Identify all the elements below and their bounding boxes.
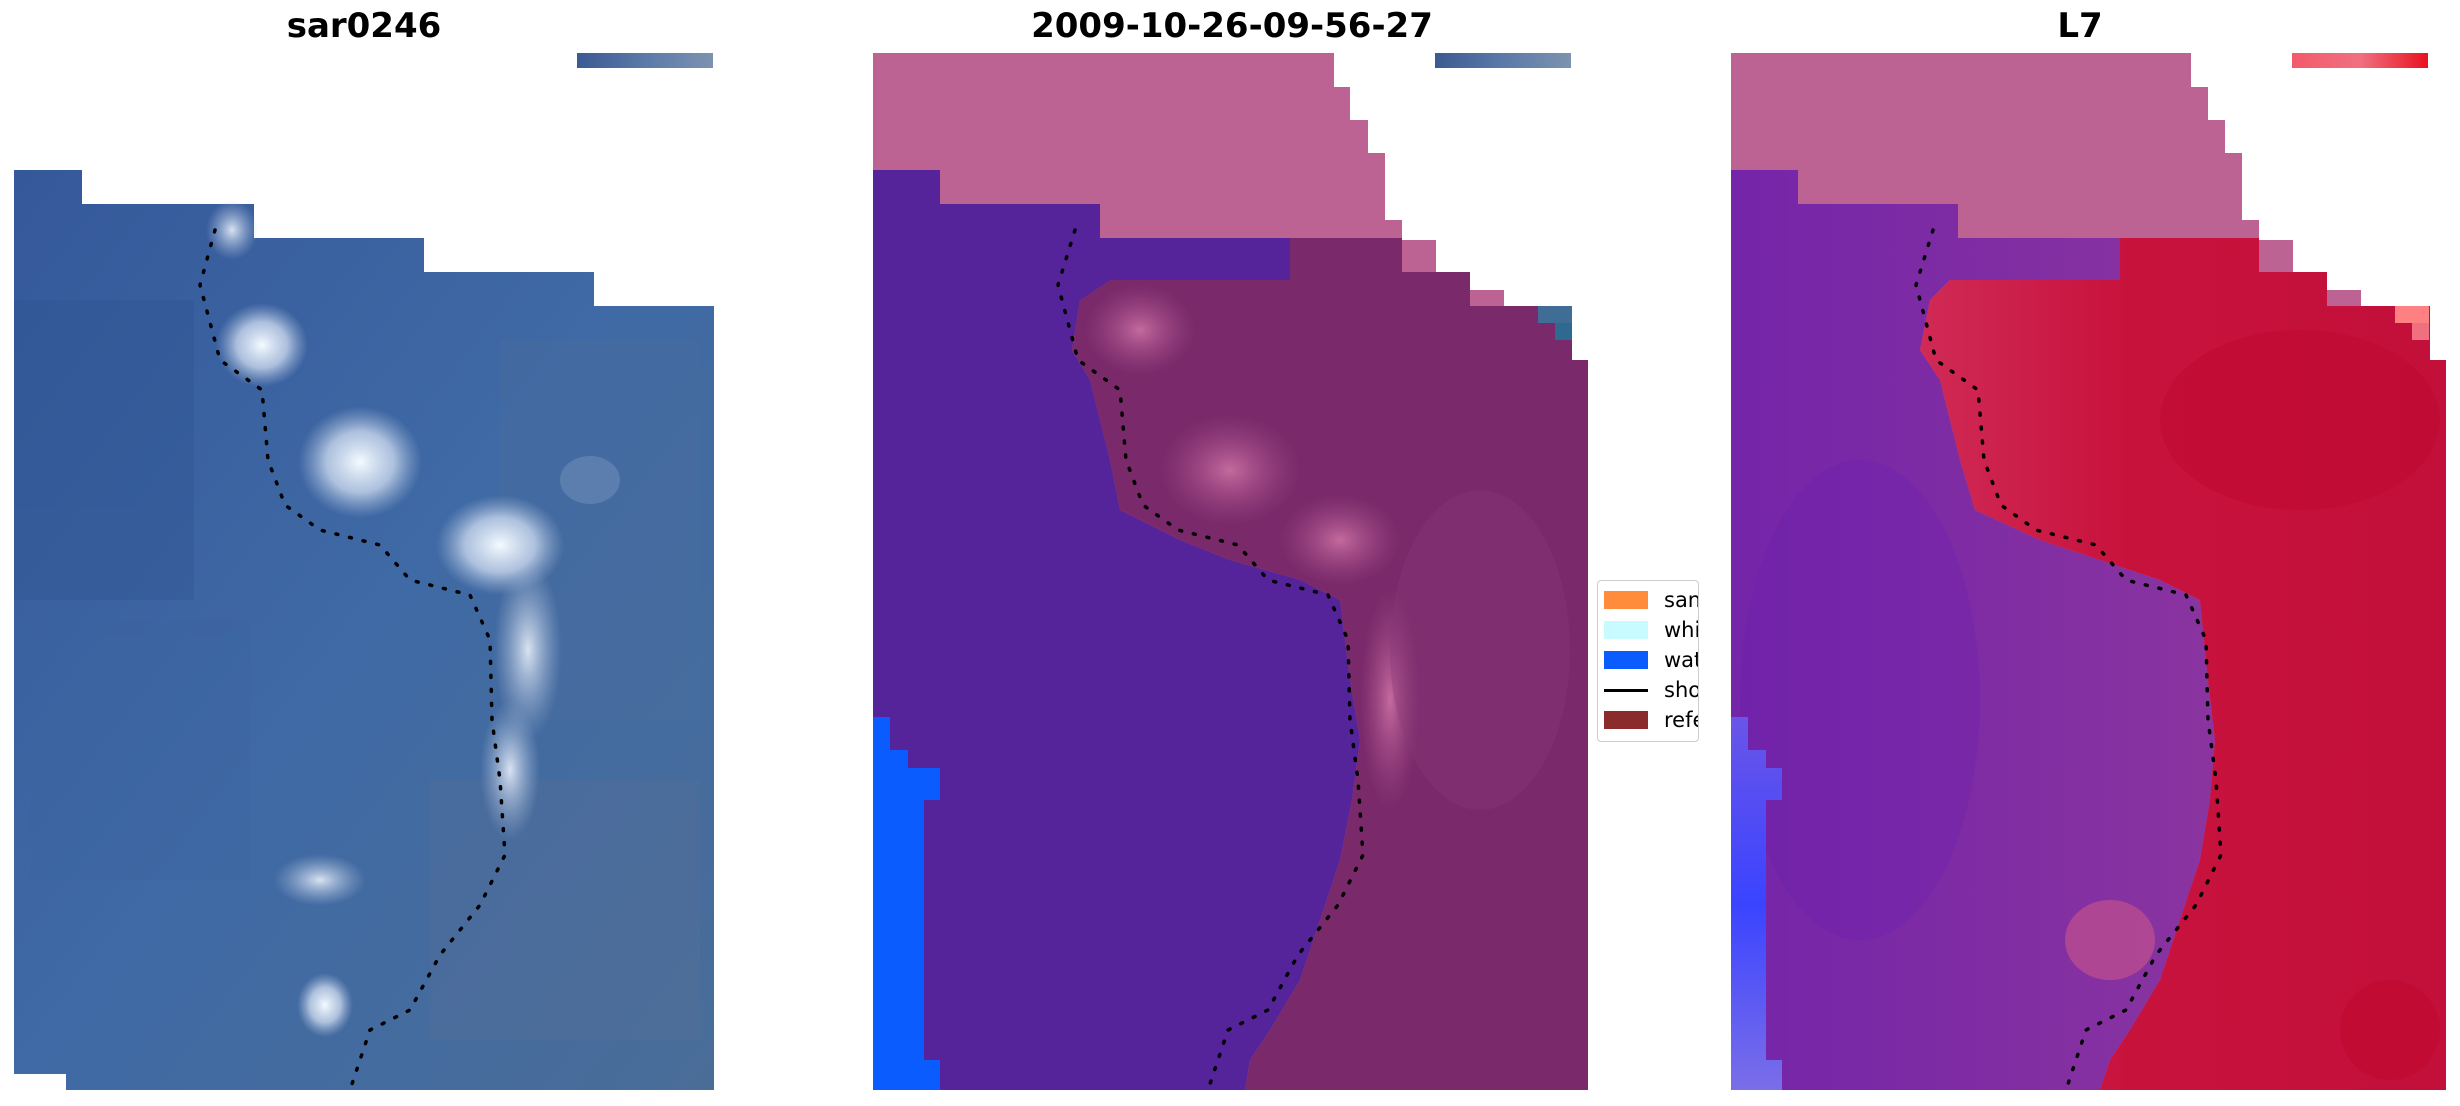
legend-swatch-whitewater xyxy=(1604,621,1648,639)
shoreline-1 xyxy=(198,228,507,1092)
index-panel xyxy=(1731,53,2446,1092)
legend-label: water xyxy=(1664,648,1698,672)
legend-item-reference: reference xyxy=(1604,707,1698,733)
index-water-region xyxy=(1731,170,2215,1090)
classification-colorbar xyxy=(1435,53,1571,68)
legend-label: reference xyxy=(1664,708,1698,732)
satellite-image xyxy=(14,170,714,1090)
satellite-colorbar xyxy=(577,53,713,68)
legend-item-sand: sand xyxy=(1604,587,1698,613)
legend-item-water: water xyxy=(1604,647,1698,673)
legend-swatch-water xyxy=(1604,651,1648,669)
panel-title-satellite: sar0246 xyxy=(286,6,442,46)
panel-title-classification: 2009-10-26-09-56-27 xyxy=(1031,6,1433,46)
legend-item-shoreline: shoreline xyxy=(1604,677,1698,703)
legend-item-whitewater: whitewater xyxy=(1604,617,1698,643)
legend-label: sand xyxy=(1664,588,1698,612)
shoreline-2 xyxy=(1056,228,1365,1092)
class-water-bright xyxy=(873,717,940,1090)
legend-label: whitewater xyxy=(1664,618,1698,642)
shoreline-3 xyxy=(1914,228,2223,1092)
index-colorbar xyxy=(2292,53,2428,68)
satellite-image-panel xyxy=(14,53,714,1092)
legend-label: shoreline xyxy=(1664,678,1698,702)
class-water-region xyxy=(873,170,1360,1090)
panel-title-index: L7 xyxy=(2057,6,2103,46)
legend-swatch-reference xyxy=(1604,711,1648,729)
classification-panel xyxy=(873,53,1588,1092)
index-water-bright xyxy=(1731,717,1782,1090)
legend: sand whitewater water shoreline reference xyxy=(1597,580,1699,742)
legend-swatch-shoreline xyxy=(1604,688,1648,692)
legend-swatch-sand xyxy=(1604,591,1648,609)
